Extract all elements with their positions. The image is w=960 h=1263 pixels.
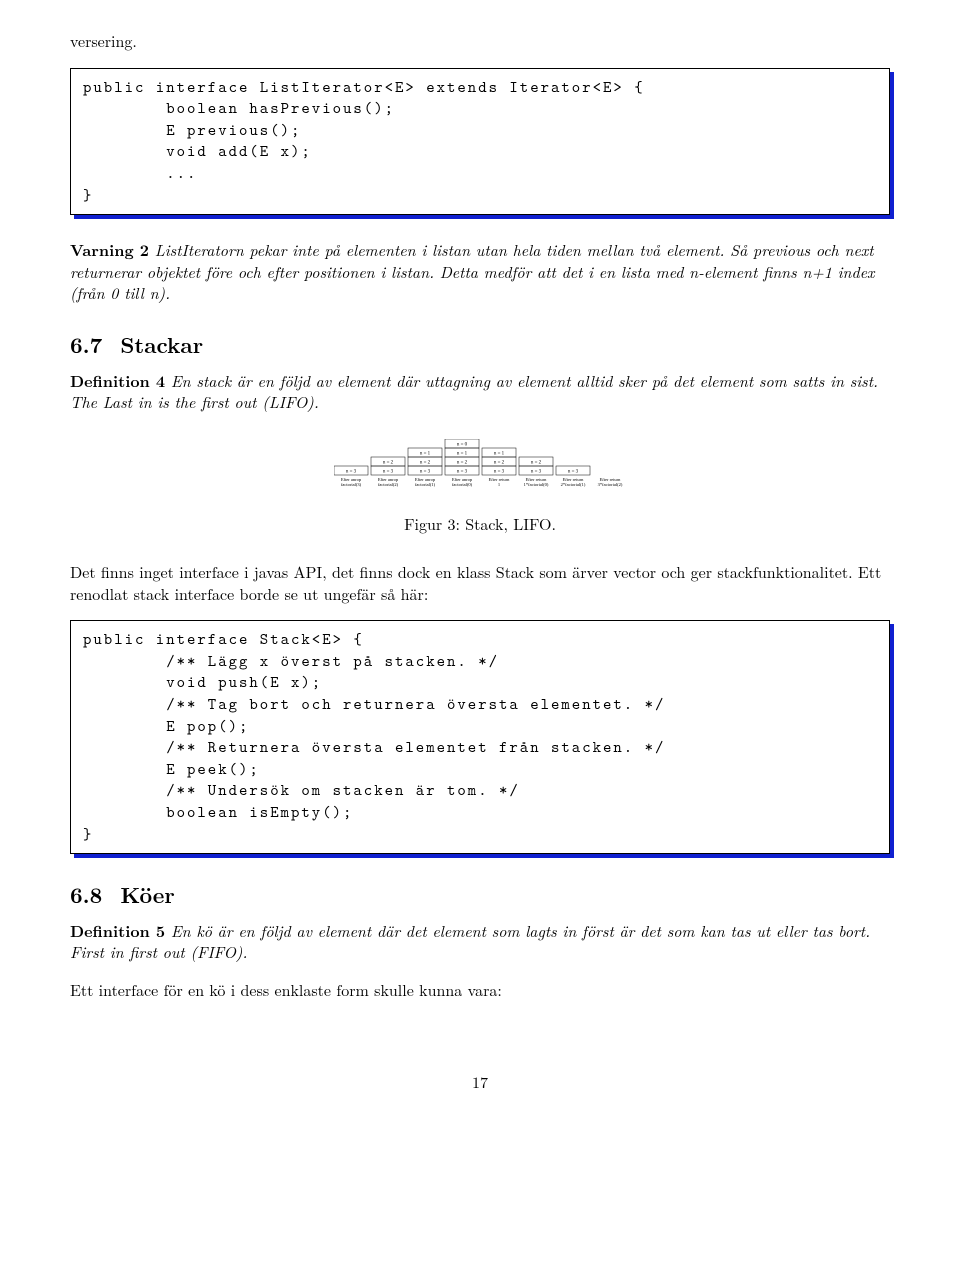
- svg-text:n = 1: n = 1: [493, 451, 504, 456]
- svg-text:n = 3: n = 3: [456, 469, 467, 474]
- svg-text:n = 3: n = 3: [530, 469, 541, 474]
- svg-text:factorial(1): factorial(1): [414, 482, 435, 487]
- varning-label: Varning 2: [70, 238, 149, 261]
- svg-text:n = 2: n = 2: [530, 460, 541, 465]
- section-6-8-heading: 6.8 Köer: [70, 880, 890, 910]
- stack-diagram-svg: n = 3Efter anropfactorial(3)n = 2n = 3Ef…: [334, 439, 627, 495]
- section-6-8-title: Köer: [120, 879, 175, 910]
- svg-text:n = 3: n = 3: [419, 469, 430, 474]
- code-stack-interface: public interface Stack<E> { /** Lägg x ö…: [70, 620, 890, 854]
- para-after-figure: Det finns inget interface i javas API, d…: [70, 561, 890, 604]
- svg-text:n = 1: n = 1: [419, 451, 430, 456]
- fragment-top: versering.: [70, 30, 890, 52]
- svg-text:n = 2: n = 2: [419, 460, 430, 465]
- definition-5-label: Definition 5: [70, 919, 165, 942]
- section-6-7-title: Stackar: [120, 329, 203, 360]
- section-6-7-number: 6.7: [70, 329, 102, 360]
- definition-4-body: En stack är en följd av element där utta…: [70, 369, 878, 414]
- section-6-7-heading: 6.7 Stackar: [70, 330, 890, 360]
- varning-paragraph: Varning 2 ListIteratorn pekar inte på el…: [70, 239, 890, 304]
- svg-text:factorial(3): factorial(3): [340, 482, 361, 487]
- page-number: 17: [70, 1071, 890, 1093]
- svg-text:n = 0: n = 0: [456, 442, 467, 447]
- definition-5-body: En kö är en följd av element där det ele…: [70, 919, 870, 964]
- varning-body: ListIteratorn pekar inte på elementen i …: [70, 238, 874, 304]
- svg-text:n = 3: n = 3: [382, 469, 393, 474]
- svg-text:1: 1: [497, 482, 499, 487]
- section-6-8-number: 6.8: [70, 879, 102, 910]
- figure-stack-lifo: n = 3Efter anropfactorial(3)n = 2n = 3Ef…: [70, 439, 890, 500]
- definition-4-label: Definition 4: [70, 369, 165, 392]
- svg-text:3*factorial(2): 3*factorial(2): [597, 482, 622, 487]
- figure-3-caption: Figur 3: Stack, LIFO.: [70, 513, 890, 535]
- svg-text:n = 3: n = 3: [567, 469, 578, 474]
- svg-text:n = 2: n = 2: [382, 460, 393, 465]
- svg-text:2*factorial(1): 2*factorial(1): [560, 482, 585, 487]
- definition-5: Definition 5 En kö är en följd av elemen…: [70, 920, 890, 963]
- svg-text:n = 2: n = 2: [493, 460, 504, 465]
- svg-text:n = 1: n = 1: [456, 451, 467, 456]
- svg-text:1*factorial(0): 1*factorial(0): [523, 482, 548, 487]
- svg-text:factorial(0): factorial(0): [451, 482, 472, 487]
- svg-text:factorial(2): factorial(2): [377, 482, 398, 487]
- queue-interface-intro: Ett interface för en kö i dess enklaste …: [70, 979, 890, 1001]
- definition-4: Definition 4 En stack är en följd av ele…: [70, 370, 890, 413]
- svg-text:n = 3: n = 3: [345, 469, 356, 474]
- svg-text:n = 3: n = 3: [493, 469, 504, 474]
- svg-text:n = 2: n = 2: [456, 460, 467, 465]
- code-listiterator: public interface ListIterator<E> extends…: [70, 68, 890, 216]
